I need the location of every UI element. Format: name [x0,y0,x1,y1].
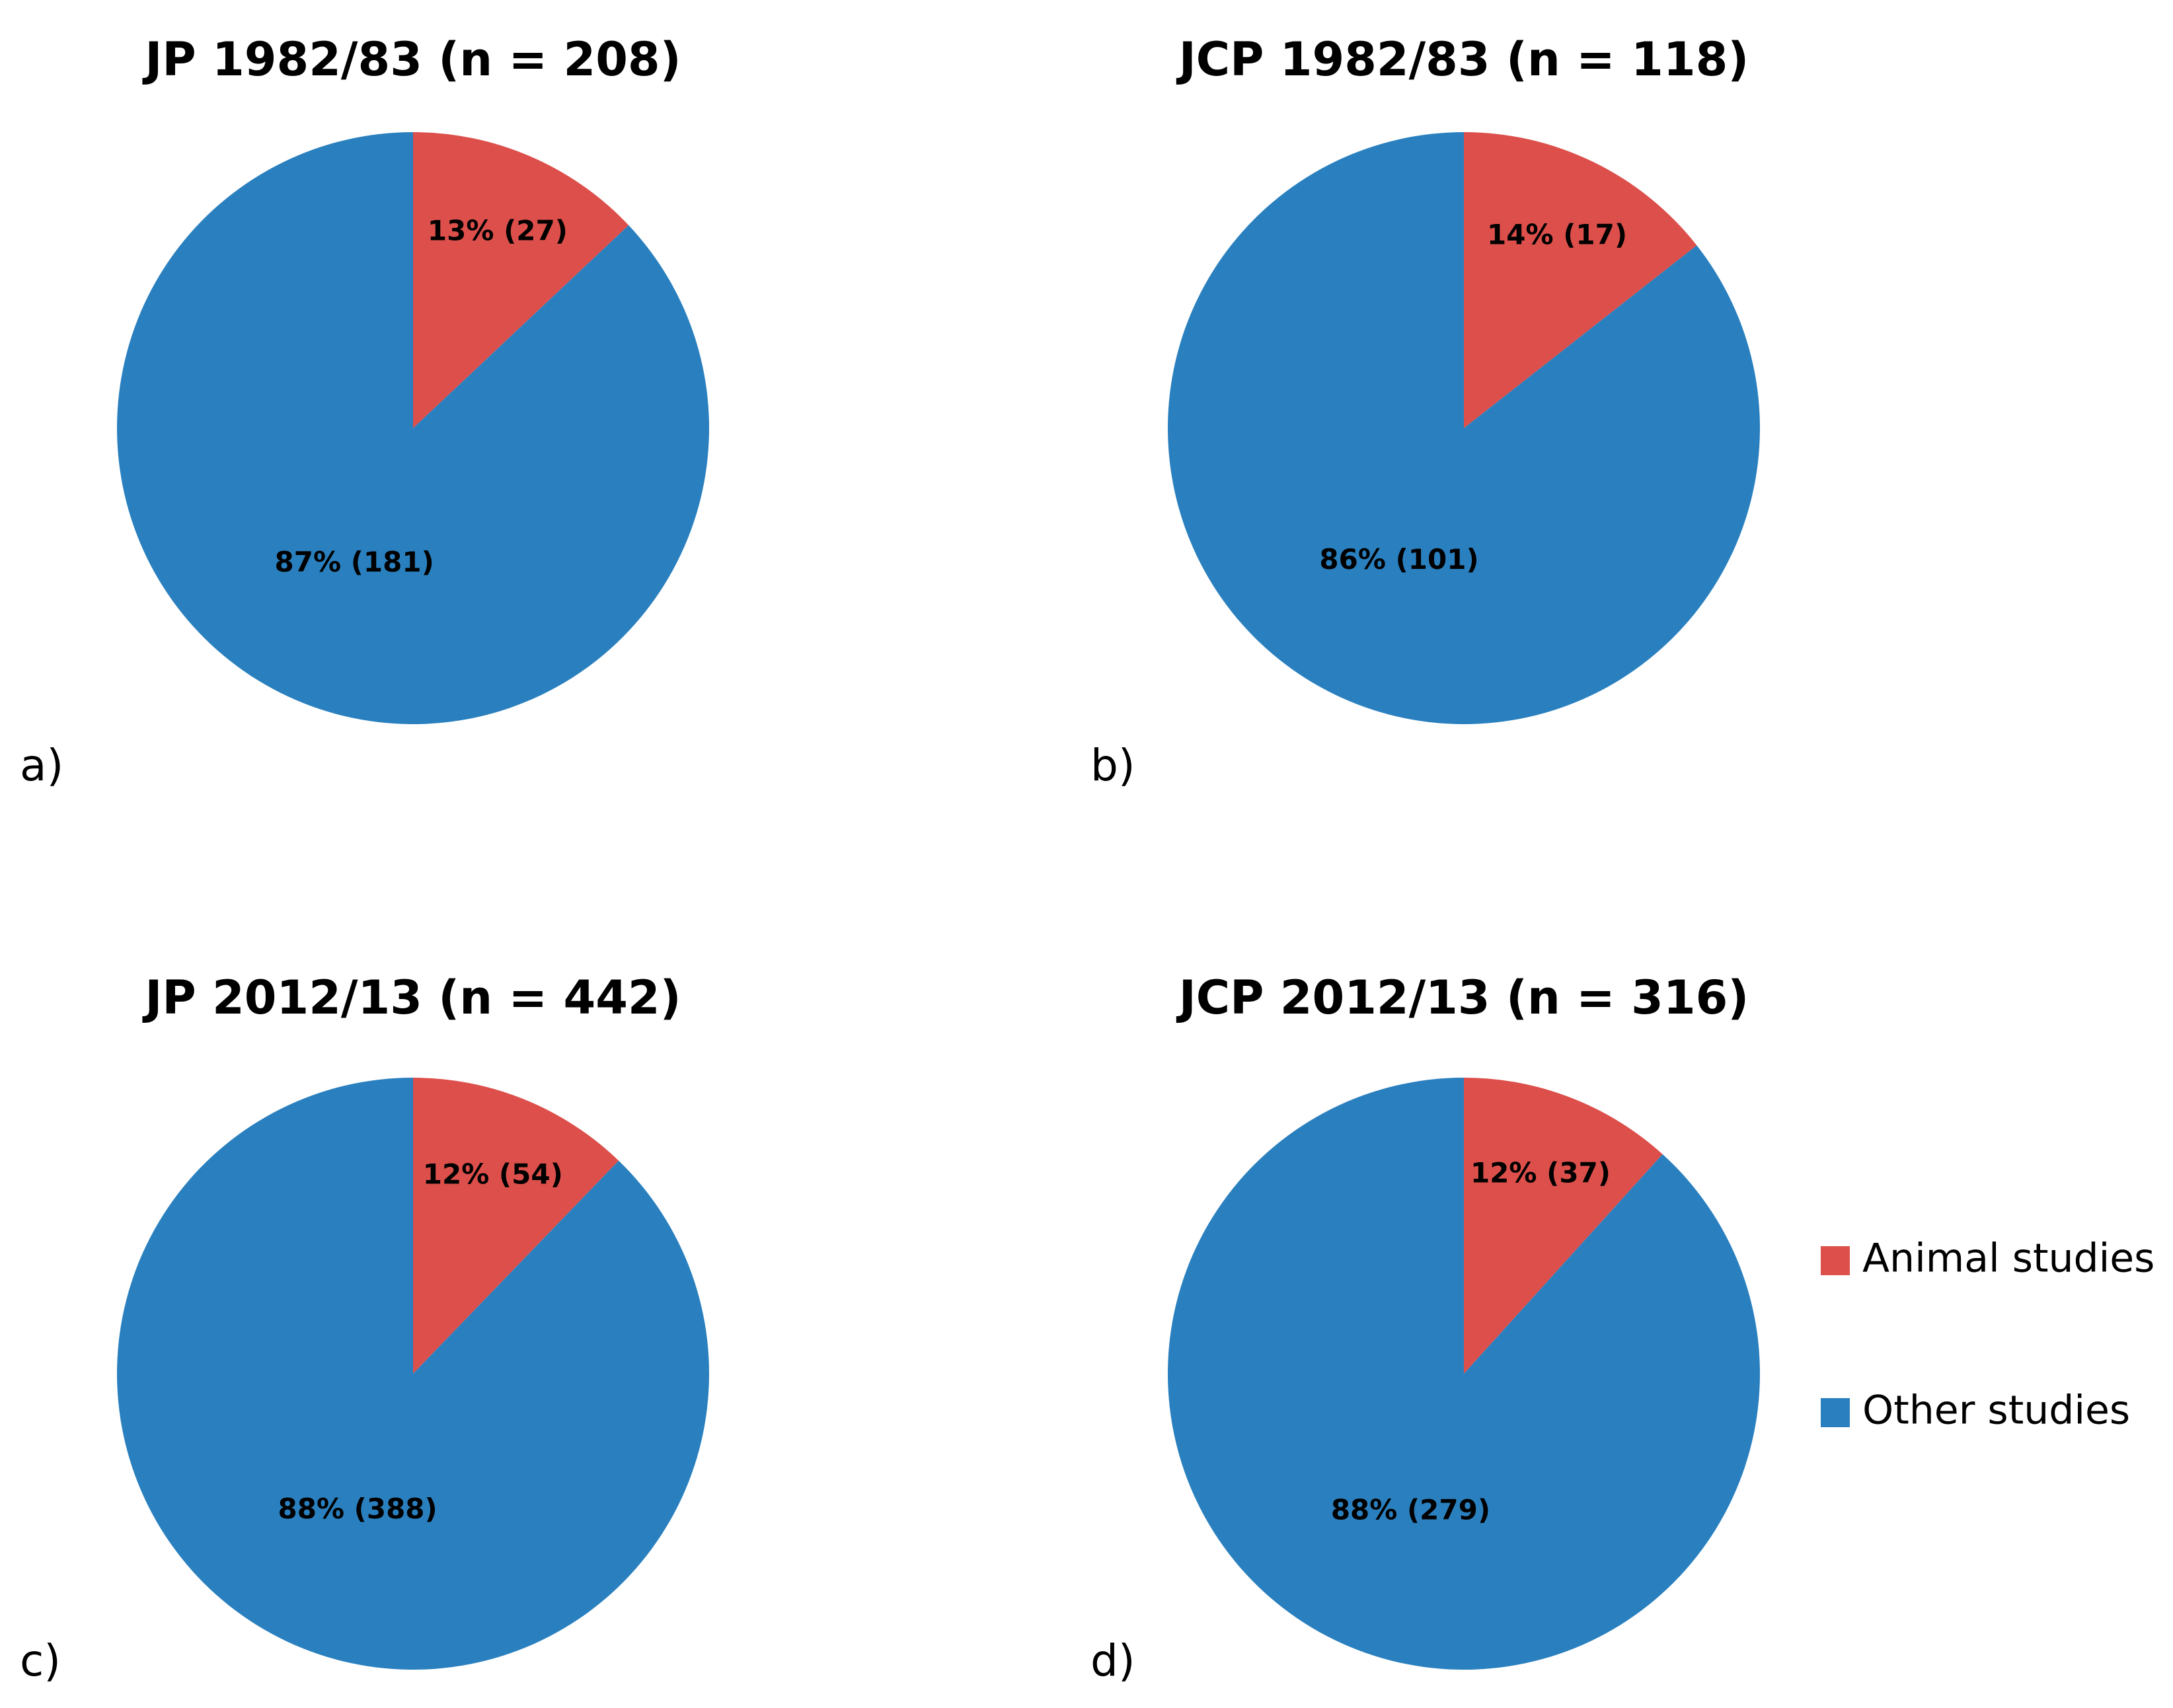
value-label: 14% (17) [1487,218,1627,250]
panel-label: c) [20,1635,61,1686]
chart-title: JCP 2012/13 (n = 316) [1176,971,1749,1025]
chart-title: JP 1982/83 (n = 208) [142,32,681,87]
legend-label: Animal studies [1862,1236,2154,1282]
chart-title: JCP 1982/83 (n = 118) [1176,32,1749,87]
legend-swatch [1821,1246,1850,1275]
value-label: 13% (27) [428,214,568,246]
value-label: 87% (181) [275,546,434,578]
pie-slice [413,1078,619,1374]
panel-label: b) [1090,740,1135,791]
pie-slice [117,132,709,724]
pie-slice [117,1078,710,1670]
pie-slice [1464,1078,1663,1374]
value-label: 12% (37) [1470,1157,1611,1189]
pie-slice [1168,1078,1760,1670]
chart-title: JP 2012/13 (n = 442) [142,971,681,1025]
value-label: 12% (54) [423,1158,563,1190]
legend-label: Other studies [1862,1388,2130,1434]
value-label: 88% (388) [278,1493,438,1525]
pie-slice [1464,132,1697,428]
value-label: 88% (279) [1331,1494,1490,1526]
panel-label: a) [20,740,63,791]
pie-slice [413,132,629,428]
value-label: 86% (101) [1319,543,1478,576]
pie-slice [1168,132,1760,724]
panel-label: d) [1090,1635,1135,1686]
legend-swatch [1821,1398,1850,1427]
